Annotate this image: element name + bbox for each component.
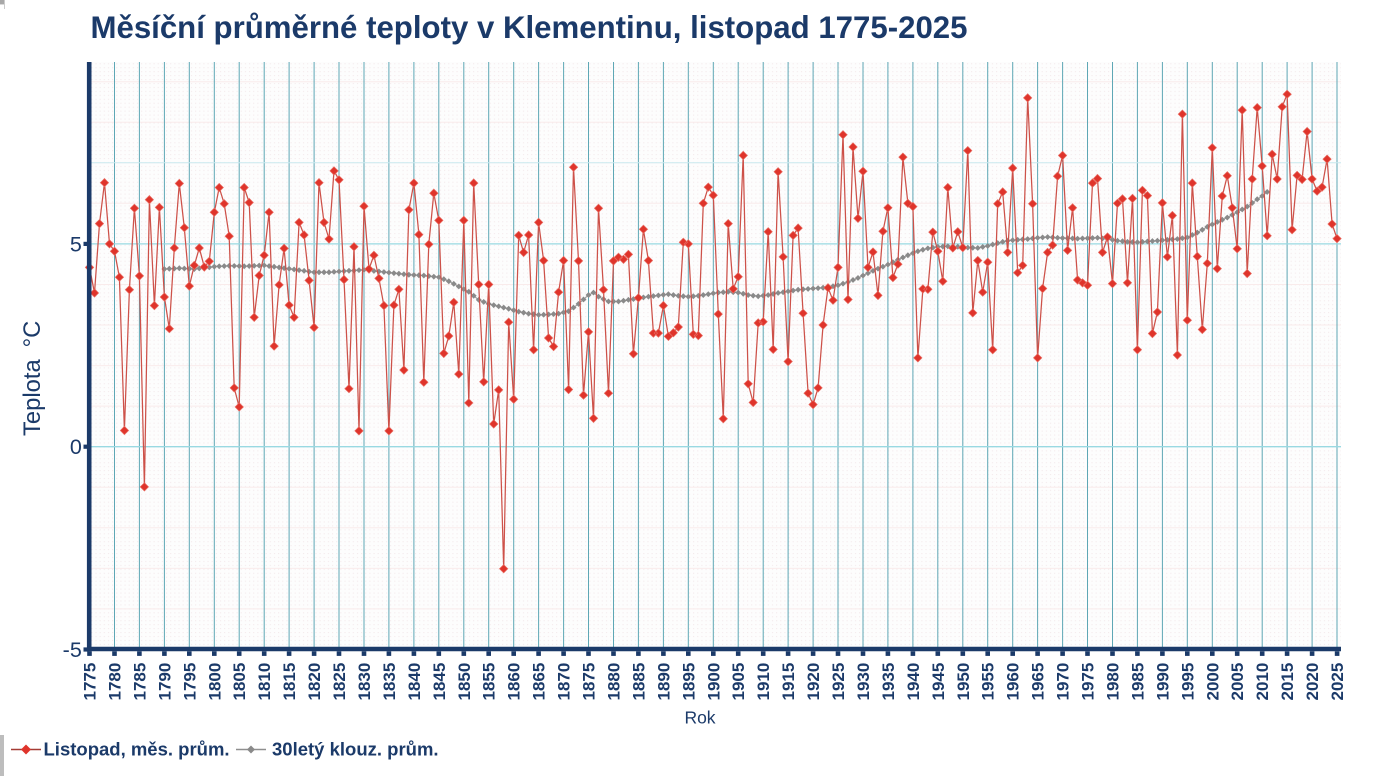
svg-text:1925: 1925 xyxy=(829,663,848,701)
svg-text:1805: 1805 xyxy=(230,663,249,701)
svg-text:1895: 1895 xyxy=(679,663,698,701)
svg-text:1885: 1885 xyxy=(629,663,648,701)
svg-text:1835: 1835 xyxy=(380,663,399,701)
svg-text:1990: 1990 xyxy=(1153,663,1172,701)
svg-text:Teplota °C: Teplota °C xyxy=(19,321,46,436)
svg-text:Listopad, měs. prům.: Listopad, měs. prům. xyxy=(44,739,230,760)
svg-text:1865: 1865 xyxy=(530,663,549,701)
svg-text:1845: 1845 xyxy=(430,663,449,701)
svg-text:1815: 1815 xyxy=(280,663,299,701)
svg-text:1875: 1875 xyxy=(580,663,599,701)
svg-text:1985: 1985 xyxy=(1128,663,1147,701)
svg-text:5: 5 xyxy=(70,233,82,257)
svg-text:2010: 2010 xyxy=(1253,663,1272,701)
svg-text:1910: 1910 xyxy=(754,663,773,701)
svg-text:2000: 2000 xyxy=(1203,663,1222,701)
svg-text:0: 0 xyxy=(70,435,82,459)
svg-text:1950: 1950 xyxy=(954,663,973,701)
svg-text:1945: 1945 xyxy=(929,663,948,701)
svg-text:1860: 1860 xyxy=(505,663,524,701)
svg-text:1825: 1825 xyxy=(330,663,349,701)
svg-text:1810: 1810 xyxy=(255,663,274,701)
svg-text:1935: 1935 xyxy=(879,663,898,701)
svg-text:1890: 1890 xyxy=(654,663,673,701)
svg-text:1975: 1975 xyxy=(1079,663,1098,701)
svg-text:1930: 1930 xyxy=(854,663,873,701)
svg-text:1880: 1880 xyxy=(605,663,624,701)
svg-text:1920: 1920 xyxy=(804,663,823,701)
svg-text:1940: 1940 xyxy=(904,663,923,701)
svg-text:2025: 2025 xyxy=(1328,663,1347,701)
svg-text:1855: 1855 xyxy=(480,663,499,701)
svg-text:1795: 1795 xyxy=(180,663,199,701)
svg-text:1830: 1830 xyxy=(355,663,374,701)
svg-text:1840: 1840 xyxy=(405,663,424,701)
svg-text:1850: 1850 xyxy=(455,663,474,701)
svg-text:1980: 1980 xyxy=(1104,663,1123,701)
svg-text:1955: 1955 xyxy=(979,663,998,701)
svg-text:1780: 1780 xyxy=(106,663,125,701)
svg-text:1775: 1775 xyxy=(81,663,100,701)
svg-text:1870: 1870 xyxy=(555,663,574,701)
svg-text:1970: 1970 xyxy=(1054,663,1073,701)
svg-text:1800: 1800 xyxy=(205,663,224,701)
svg-text:1785: 1785 xyxy=(130,663,149,701)
svg-text:1965: 1965 xyxy=(1029,663,1048,701)
svg-text:2020: 2020 xyxy=(1303,663,1322,701)
svg-text:1995: 1995 xyxy=(1178,663,1197,701)
svg-text:Měsíční průměrné teploty v Kle: Měsíční průměrné teploty v Klementinu, l… xyxy=(91,10,968,45)
svg-text:1960: 1960 xyxy=(1004,663,1023,701)
svg-text:1915: 1915 xyxy=(779,663,798,701)
svg-text:1900: 1900 xyxy=(704,663,723,701)
svg-text:1790: 1790 xyxy=(155,663,174,701)
svg-text:Rok: Rok xyxy=(684,708,715,728)
svg-text:2015: 2015 xyxy=(1278,663,1297,701)
svg-text:1905: 1905 xyxy=(729,663,748,701)
svg-text:30letý klouz. prům.: 30letý klouz. prům. xyxy=(272,739,439,760)
svg-text:2005: 2005 xyxy=(1228,663,1247,701)
svg-text:-5: -5 xyxy=(63,638,82,662)
svg-text:1820: 1820 xyxy=(305,663,324,701)
